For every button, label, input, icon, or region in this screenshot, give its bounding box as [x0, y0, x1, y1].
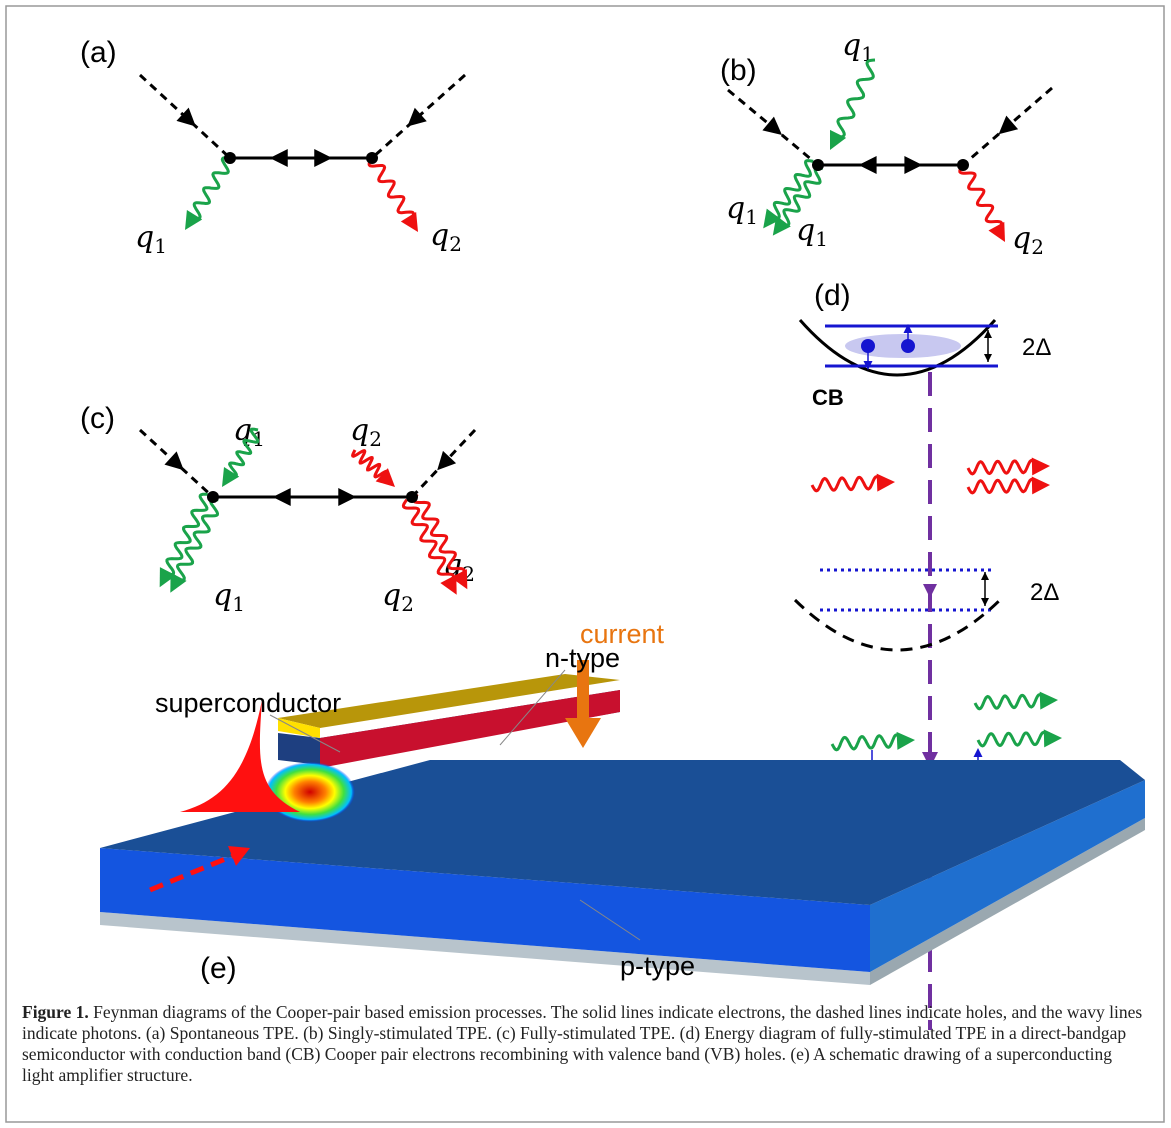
- photon: [369, 158, 413, 220]
- photon: [836, 60, 875, 138]
- photon-label: q1: [796, 213, 828, 251]
- photon-label: q1: [213, 578, 245, 616]
- panel-label: (b): [720, 54, 757, 87]
- vertex: [957, 159, 969, 171]
- vertex: [224, 152, 236, 164]
- arrowhead: [877, 474, 895, 492]
- label-p-type: p-type: [620, 951, 695, 981]
- photon: [832, 735, 901, 750]
- photon: [353, 450, 388, 478]
- arrowhead: [984, 354, 992, 362]
- photon-label: q2: [350, 413, 382, 451]
- current-arrowhead: [565, 718, 601, 748]
- device-schematic: current n-type superconductor p-type: [100, 619, 1145, 985]
- vertex: [812, 159, 824, 171]
- figure: (a) (b) (c) (d) (e) q1 q2 q1 q1 q1 q2 q1…: [0, 0, 1171, 1128]
- band-label: CB: [812, 385, 844, 410]
- arrowhead: [314, 149, 332, 167]
- arrowhead: [974, 748, 983, 757]
- arrowhead: [988, 222, 1005, 242]
- panel-label: (e): [200, 952, 237, 985]
- arrowhead: [1032, 476, 1050, 494]
- label-superconductor: superconductor: [155, 688, 341, 718]
- arrowhead: [1032, 457, 1050, 475]
- photon: [975, 695, 1044, 709]
- photon: [960, 165, 1002, 230]
- photon: [978, 732, 1048, 746]
- arrowhead: [1044, 729, 1062, 747]
- photon-label: q2: [430, 218, 462, 256]
- panel-label: (c): [80, 402, 115, 435]
- arrowhead: [273, 488, 291, 506]
- gap-label: 2Δ: [1022, 334, 1051, 361]
- caption: Figure 1. Feynman diagrams of the Cooper…: [22, 1002, 1147, 1086]
- photon-label: q2: [1012, 221, 1044, 259]
- label-n-type: n-type: [545, 643, 620, 673]
- photon-label: q2: [382, 578, 414, 616]
- arrowhead: [401, 212, 418, 232]
- vertex: [207, 491, 219, 503]
- photon: [968, 479, 1036, 493]
- page: (a) (b) (c) (d) (e) q1 q2 q1 q1 q1 q2 q1…: [0, 0, 1171, 1128]
- arrowhead: [222, 467, 239, 487]
- arrowhead: [176, 108, 195, 127]
- arrowhead: [164, 451, 183, 470]
- optical-mode: [265, 762, 355, 822]
- caption-label: Figure 1.: [22, 1002, 89, 1022]
- band-dashed: [795, 600, 1000, 650]
- photon: [192, 158, 230, 219]
- vertex: [366, 152, 378, 164]
- arrowhead: [859, 156, 877, 174]
- photon-label: q1: [726, 191, 758, 229]
- gap-label: 2Δ: [1030, 579, 1059, 606]
- panel-label: (a): [80, 36, 117, 69]
- vertex: [406, 491, 418, 503]
- photon: [812, 477, 881, 491]
- arrowhead: [981, 598, 989, 606]
- arrowhead: [904, 156, 922, 174]
- arrowhead: [923, 584, 937, 598]
- arrowhead: [407, 108, 426, 127]
- arrowhead: [338, 488, 356, 506]
- arrowhead: [981, 572, 989, 580]
- arrowhead: [1040, 692, 1058, 710]
- photon: [968, 460, 1036, 474]
- photon-label: q1: [135, 220, 167, 258]
- arrowhead: [897, 732, 915, 750]
- caption-text: Feynman diagrams of the Cooper-pair base…: [22, 1002, 1142, 1085]
- panel-label: (d): [814, 279, 851, 312]
- arrowhead: [270, 149, 288, 167]
- photon-label: q1: [233, 413, 265, 451]
